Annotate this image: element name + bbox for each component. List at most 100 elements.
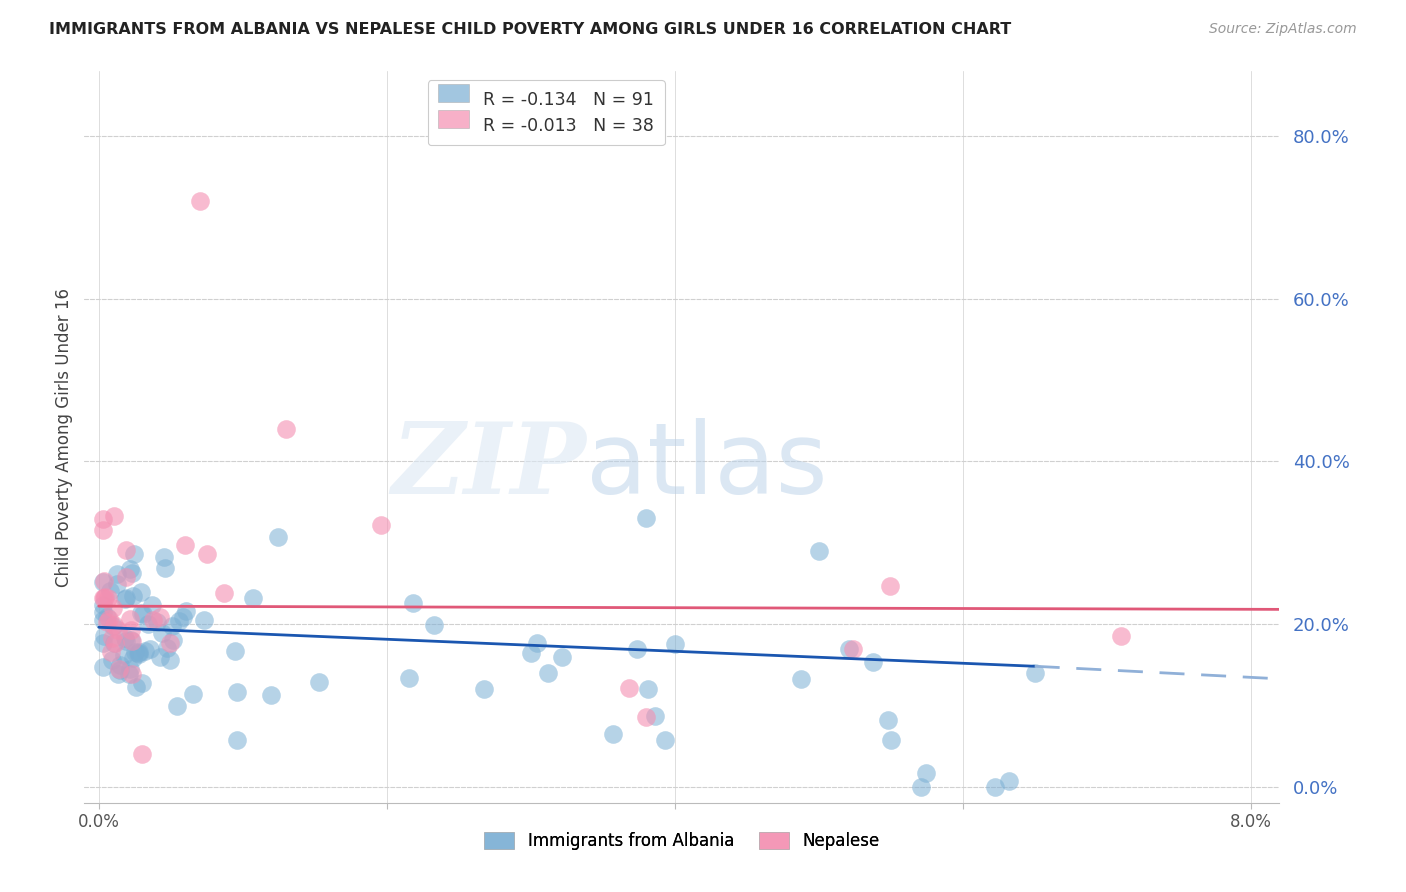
Text: IMMIGRANTS FROM ALBANIA VS NEPALESE CHILD POVERTY AMONG GIRLS UNDER 16 CORRELATI: IMMIGRANTS FROM ALBANIA VS NEPALESE CHIL… — [49, 22, 1011, 37]
Point — [149, 609, 172, 624]
Point — [97, 591, 120, 605]
Point — [167, 614, 190, 628]
Point — [242, 591, 264, 605]
Point — [131, 606, 153, 620]
Point — [162, 633, 184, 648]
Point — [127, 646, 149, 660]
Point — [121, 667, 143, 681]
Point — [93, 574, 115, 588]
Point — [101, 653, 124, 667]
Point — [166, 699, 188, 714]
Point — [267, 530, 290, 544]
Point — [145, 615, 167, 629]
Point — [212, 586, 235, 600]
Point — [626, 642, 648, 657]
Point — [91, 574, 114, 589]
Text: atlas: atlas — [586, 417, 828, 515]
Point — [98, 583, 121, 598]
Point — [880, 733, 903, 747]
Point — [159, 653, 181, 667]
Point — [520, 646, 543, 660]
Point — [128, 647, 150, 661]
Point — [124, 645, 146, 659]
Point — [96, 615, 118, 629]
Point — [174, 605, 197, 619]
Point — [91, 591, 114, 605]
Point — [131, 747, 153, 761]
Point — [862, 655, 884, 669]
Point — [103, 636, 125, 650]
Point — [274, 422, 297, 436]
Point — [602, 727, 624, 741]
Point — [131, 584, 153, 599]
Point — [370, 517, 392, 532]
Point — [153, 561, 176, 575]
Point — [910, 780, 932, 794]
Point — [153, 549, 176, 564]
Point — [115, 591, 138, 605]
Point — [654, 733, 676, 747]
Point — [644, 708, 666, 723]
Point — [984, 780, 1007, 794]
Point — [1024, 665, 1046, 680]
Point — [107, 667, 129, 681]
Point — [142, 613, 165, 627]
Point — [94, 590, 117, 604]
Point — [551, 649, 574, 664]
Point — [118, 662, 141, 676]
Point — [91, 598, 114, 612]
Point — [121, 633, 143, 648]
Point — [914, 766, 936, 780]
Point — [402, 596, 425, 610]
Point — [789, 672, 811, 686]
Point — [842, 642, 865, 657]
Point — [112, 648, 135, 662]
Point — [115, 543, 138, 558]
Point — [152, 626, 174, 640]
Point — [91, 636, 114, 650]
Point — [101, 600, 124, 615]
Point — [141, 598, 163, 612]
Point — [118, 667, 141, 681]
Point — [807, 544, 830, 558]
Point — [91, 512, 114, 526]
Point — [193, 613, 215, 627]
Text: ZIP: ZIP — [391, 418, 586, 515]
Point — [91, 613, 114, 627]
Point — [619, 681, 641, 696]
Point — [160, 619, 183, 633]
Legend: Immigrants from Albania, Nepalese: Immigrants from Albania, Nepalese — [478, 825, 886, 856]
Point — [634, 710, 657, 724]
Point — [101, 619, 124, 633]
Point — [101, 631, 124, 645]
Point — [98, 612, 121, 626]
Point — [122, 589, 145, 603]
Point — [131, 676, 153, 690]
Point — [132, 607, 155, 621]
Point — [308, 675, 330, 690]
Point — [91, 659, 114, 673]
Point — [634, 511, 657, 525]
Y-axis label: Child Poverty Among Girls Under 16: Child Poverty Among Girls Under 16 — [55, 287, 73, 587]
Point — [110, 663, 132, 677]
Point — [103, 509, 125, 524]
Point — [103, 636, 125, 650]
Point — [225, 685, 247, 699]
Point — [398, 671, 420, 685]
Point — [93, 591, 115, 605]
Text: Source: ZipAtlas.com: Source: ZipAtlas.com — [1209, 22, 1357, 37]
Point — [260, 688, 283, 702]
Point — [100, 645, 122, 659]
Point — [125, 680, 148, 694]
Point — [526, 636, 548, 650]
Point — [139, 642, 162, 657]
Point — [637, 682, 659, 697]
Point — [114, 634, 136, 648]
Point — [149, 650, 172, 665]
Point — [122, 651, 145, 665]
Point — [120, 633, 142, 648]
Point — [188, 194, 211, 209]
Point — [114, 631, 136, 645]
Point — [91, 605, 114, 619]
Point — [1109, 629, 1132, 643]
